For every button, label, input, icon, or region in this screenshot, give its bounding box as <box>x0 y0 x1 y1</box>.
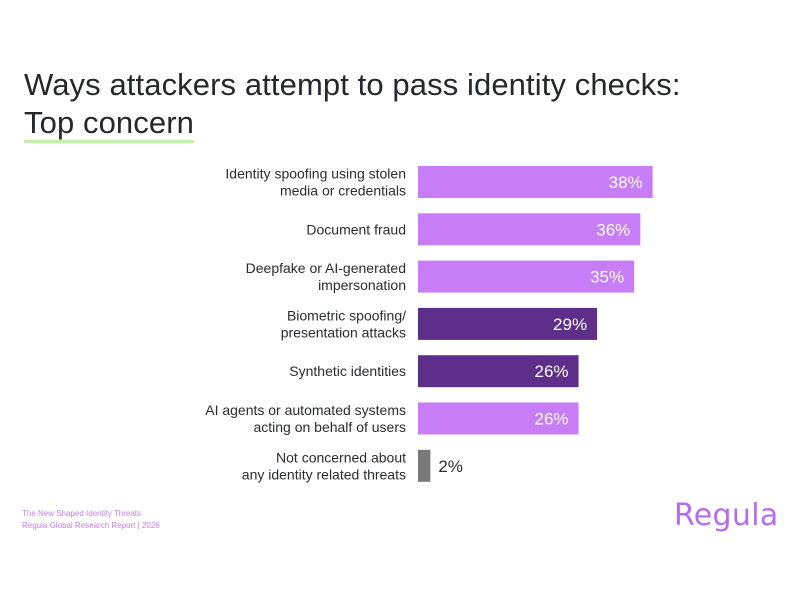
category-label-2: Deepfake or AI-generated impersonation <box>246 260 406 293</box>
category-label-6: Not concerned about any identity related … <box>242 449 406 482</box>
bar-value-label-3: 29% <box>553 315 587 334</box>
bar-value-label-2: 35% <box>590 268 624 287</box>
footer-report-subtitle: Regula Global Research Report | 2026 <box>22 521 160 530</box>
footer-report-title: The New Shaped Identity Threats <box>22 509 142 518</box>
category-label-0-line-0: Identity spoofing using stolen <box>225 166 406 182</box>
category-label-3-line-0: Biometric spoofing/ <box>287 307 406 323</box>
bar-value-label-5: 26% <box>535 410 569 429</box>
bar-3 <box>418 307 598 340</box>
chart-title: Ways attackers attempt to pass identity … <box>24 66 784 143</box>
regula-logo: Regula <box>674 498 779 533</box>
bar-value-label-1: 36% <box>596 220 630 239</box>
chart-title-line-2: Top concern <box>24 106 194 143</box>
category-label-5-line-0: AI agents or automated systems <box>205 402 406 418</box>
bar-6 <box>418 449 431 482</box>
bar-value-label-6: 2% <box>438 457 463 476</box>
bar-value-label-0: 38% <box>609 173 643 192</box>
bar-5 <box>418 402 579 435</box>
bar-4 <box>418 355 579 388</box>
bar-2 <box>418 260 635 293</box>
bar-value-label-4: 26% <box>535 362 569 381</box>
category-label-5: AI agents or automated systems acting on … <box>205 402 406 435</box>
category-label-1: Document fraud <box>306 221 406 237</box>
category-label-2-line-1: impersonation <box>318 277 406 293</box>
chart-title-line-1: Ways attackers attempt to pass identity … <box>24 67 681 102</box>
category-label-2-line-0: Deepfake or AI-generated <box>246 260 406 276</box>
category-label-6-line-1: any identity related threats <box>242 466 406 482</box>
footer-source: The New Shaped Identity Threats Regula G… <box>22 508 160 532</box>
category-label-5-line-1: acting on behalf of users <box>253 419 406 435</box>
category-label-0: Identity spoofing using stolen media or c… <box>225 166 406 199</box>
bar-1 <box>418 213 641 246</box>
category-label-4: Synthetic identities <box>289 363 406 379</box>
category-label-6-line-0: Not concerned about <box>276 449 406 465</box>
category-label-3-line-1: presentation attacks <box>281 324 406 340</box>
category-label-4-line-0: Synthetic identities <box>289 363 406 379</box>
bar-0 <box>418 166 653 198</box>
category-label-0-line-1: media or credentials <box>280 183 406 199</box>
category-label-3: Biometric spoofing/presentation attacks <box>281 307 406 340</box>
category-label-1-line-0: Document fraud <box>306 221 406 237</box>
